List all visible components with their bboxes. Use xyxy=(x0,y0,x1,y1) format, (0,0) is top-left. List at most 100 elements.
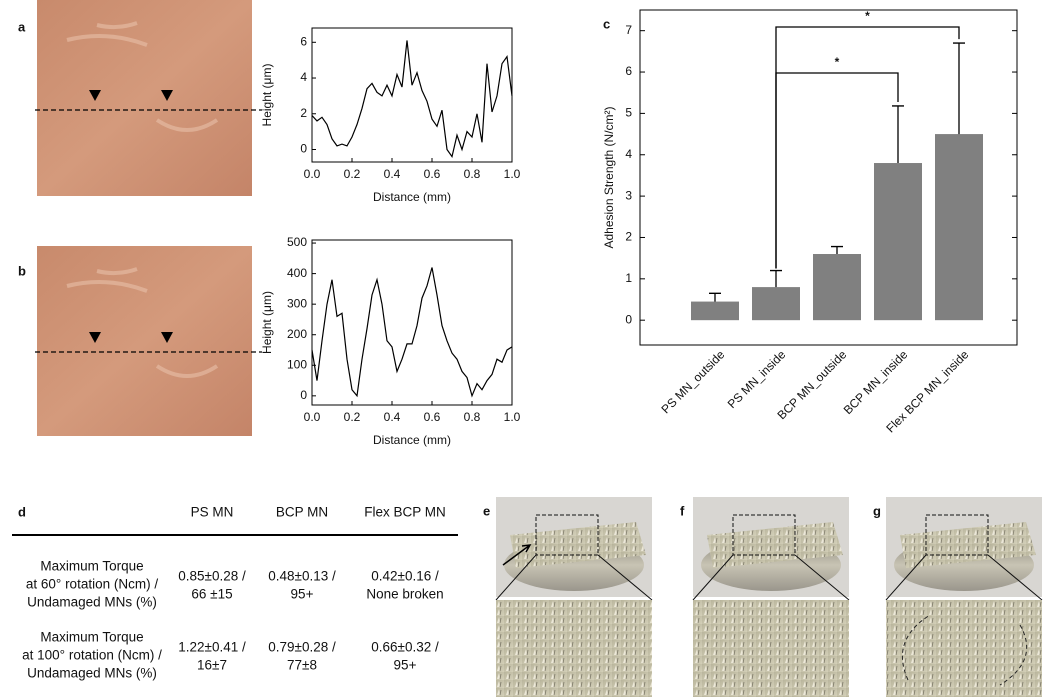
y-tick-label: 2 xyxy=(625,230,632,244)
x-tick-label: 0.4 xyxy=(384,410,401,424)
skin-photo xyxy=(37,0,252,196)
zoom-line xyxy=(495,554,537,601)
y-tick-label: 300 xyxy=(287,296,307,310)
y-axis-label: Height (μm) xyxy=(260,291,274,354)
profile-line xyxy=(311,40,513,159)
table-cell: 0.79±0.28 / xyxy=(268,640,336,655)
arrow xyxy=(502,544,532,566)
bar xyxy=(813,254,861,321)
y-tick-label: 500 xyxy=(287,235,307,249)
y-tick-label: 100 xyxy=(287,357,307,371)
y-tick-label: 3 xyxy=(625,188,632,202)
zoom-line xyxy=(597,554,653,601)
panel-label: f xyxy=(680,503,685,518)
y-tick-label: 6 xyxy=(300,34,307,48)
table-cell: 66 ±15 xyxy=(191,587,232,602)
error-bar xyxy=(709,292,721,302)
arrowhead xyxy=(89,90,101,101)
table-cell: 95+ xyxy=(394,658,417,673)
row-label: at 60° rotation (Ncm) / xyxy=(26,577,158,592)
table-cell: 77±8 xyxy=(287,658,317,673)
table-cell: 95+ xyxy=(291,587,314,602)
table-cell: 0.48±0.13 / xyxy=(268,569,336,584)
profile-line xyxy=(311,267,513,398)
table-cell: 1.22±0.41 / xyxy=(178,640,246,655)
zoom-line xyxy=(987,554,1043,601)
table-cell: 0.85±0.28 / xyxy=(178,569,246,584)
x-axis-label: Distance (mm) xyxy=(373,190,451,204)
panel-label: e xyxy=(483,503,490,518)
error-bar xyxy=(892,105,904,164)
plot-frame xyxy=(311,239,513,406)
x-tick-label: 0.8 xyxy=(464,410,481,424)
x-tick-label: PS MN_outside xyxy=(659,347,728,416)
panel-label: b xyxy=(18,263,26,278)
row-label: Undamaged MNs (%) xyxy=(27,666,157,681)
rotation-arrow xyxy=(901,614,931,681)
skin-photo xyxy=(37,246,252,436)
bar xyxy=(691,301,739,321)
zoom-photo xyxy=(886,600,1042,697)
x-tick-label: PS MN_inside xyxy=(725,347,789,411)
table-cell: 0.66±0.32 / xyxy=(371,640,439,655)
arrowhead xyxy=(161,332,173,343)
patch xyxy=(510,522,646,568)
x-tick-label: 1.0 xyxy=(504,167,521,181)
table-cell: None broken xyxy=(366,587,443,602)
column-header: PS MN xyxy=(191,505,234,520)
y-tick-label: 0 xyxy=(300,388,307,402)
y-tick-label: 7 xyxy=(625,23,632,37)
x-axis-label: Distance (mm) xyxy=(373,433,451,447)
x-tick-label: 0.4 xyxy=(384,167,401,181)
x-tick-label: 1.0 xyxy=(504,410,521,424)
table-cell: 0.42±0.16 / xyxy=(371,569,439,584)
y-tick-label: 400 xyxy=(287,266,307,280)
zoom-box xyxy=(732,514,796,556)
y-tick-label: 4 xyxy=(300,70,307,84)
skin-texture xyxy=(66,267,219,378)
y-tick-label: 0 xyxy=(625,312,632,326)
zoom-photo xyxy=(496,600,652,697)
column-header: Flex BCP MN xyxy=(364,505,446,520)
error-bar xyxy=(770,269,782,288)
x-tick-label: 0.6 xyxy=(424,167,441,181)
y-tick-label: 4 xyxy=(625,147,632,161)
zoom-box xyxy=(925,514,989,556)
patch xyxy=(707,522,843,568)
x-tick-label: 0.0 xyxy=(304,410,321,424)
row-label: at 100° rotation (Ncm) / xyxy=(22,648,162,663)
y-tick-label: 6 xyxy=(625,64,632,78)
significance-mark: * xyxy=(865,9,870,23)
bar xyxy=(935,134,983,321)
x-tick-label: 0.2 xyxy=(344,167,361,181)
row-label: Maximum Torque xyxy=(40,559,143,574)
patch xyxy=(900,522,1036,568)
arrowhead xyxy=(89,332,101,343)
row-label: Maximum Torque xyxy=(40,630,143,645)
panel-label: g xyxy=(873,503,881,518)
bar xyxy=(874,163,922,321)
error-bar xyxy=(831,245,843,255)
arrowhead xyxy=(161,90,173,101)
rotation-arrow xyxy=(999,624,1028,686)
skin-texture xyxy=(66,21,219,132)
table-cell: 16±7 xyxy=(197,658,227,673)
x-tick-label: BCP MN_inside xyxy=(841,347,911,417)
zoom-box xyxy=(535,514,599,556)
y-tick-label: 200 xyxy=(287,327,307,341)
x-tick-label: 0.0 xyxy=(304,167,321,181)
x-tick-label: 0.6 xyxy=(424,410,441,424)
x-tick-label: 0.8 xyxy=(464,167,481,181)
plot-frame xyxy=(639,9,1018,346)
panel-label: c xyxy=(603,16,610,31)
bar xyxy=(752,287,800,321)
y-tick-label: 2 xyxy=(300,106,307,120)
significance-bracket xyxy=(775,26,960,269)
x-tick-label: 0.2 xyxy=(344,410,361,424)
zoom-photo xyxy=(693,600,849,697)
significance-mark: * xyxy=(835,55,840,69)
zoom-line xyxy=(692,554,734,601)
y-axis-label: Adhesion Strength (N/cm²) xyxy=(602,106,616,248)
error-bar xyxy=(953,42,965,135)
y-axis-label: Height (μm) xyxy=(260,64,274,127)
